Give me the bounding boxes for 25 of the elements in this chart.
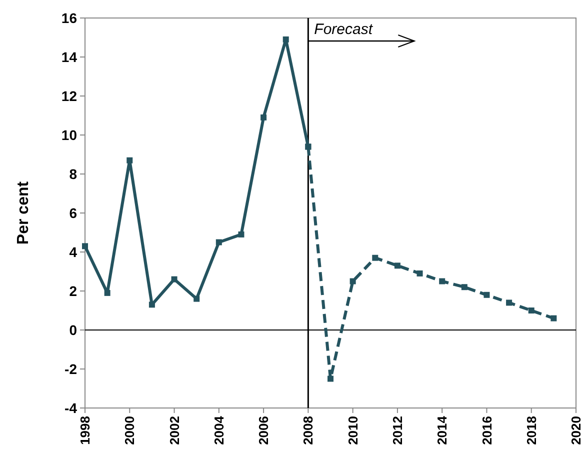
y-tick-label: -4 xyxy=(64,400,78,416)
y-tick-label: 6 xyxy=(69,204,78,221)
x-tick-label: 2016 xyxy=(479,416,494,445)
x-tick-label: 2000 xyxy=(122,416,138,445)
x-tick-label: 2002 xyxy=(166,416,182,445)
x-tick-label: 2008 xyxy=(300,416,316,445)
y-tick-label: 4 xyxy=(69,244,78,260)
y-axis-title: Per cent xyxy=(15,180,32,245)
y-tick-label: 16 xyxy=(61,10,78,26)
x-tick-label: 2004 xyxy=(211,415,226,445)
y-tick-label: 10 xyxy=(61,126,78,143)
x-tick-label: 1998 xyxy=(78,416,93,445)
x-tick-label: 2006 xyxy=(256,416,272,445)
x-tick-label: 2018 xyxy=(524,416,539,445)
x-tick-label: 2020 xyxy=(568,416,584,445)
annotation: Forecast xyxy=(314,21,374,38)
y-tick-label: 12 xyxy=(61,88,78,104)
y-tick-label: 0 xyxy=(69,322,78,338)
x-tick-label: 2014 xyxy=(434,415,450,445)
y-tick-label: 14 xyxy=(61,48,78,65)
y-tick-label: 2 xyxy=(69,282,78,299)
y-tick-label: 8 xyxy=(69,166,78,182)
x-tick-label: 2010 xyxy=(345,416,360,445)
y-tick-label: -2 xyxy=(64,360,78,377)
x-tick-label: 2012 xyxy=(390,416,406,445)
